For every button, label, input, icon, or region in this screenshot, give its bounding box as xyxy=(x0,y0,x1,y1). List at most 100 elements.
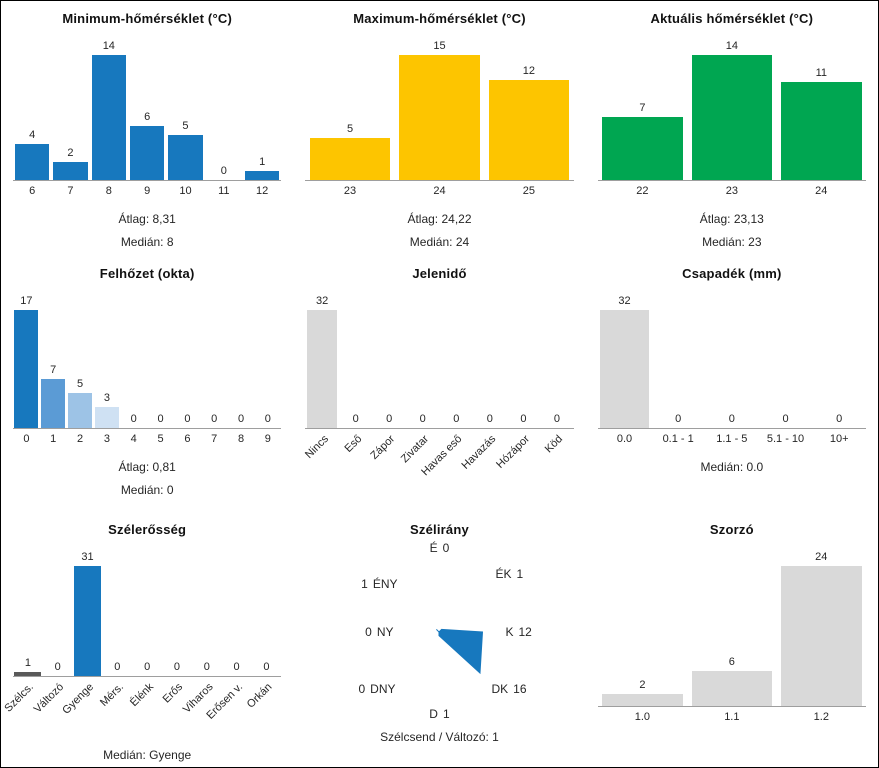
bar xyxy=(602,693,683,706)
x-tick-label: Hózápor xyxy=(494,431,541,491)
bar-slot: 6 xyxy=(128,38,166,180)
bar-value-label: 17 xyxy=(20,295,33,308)
bar-value-label: 0 xyxy=(453,413,460,426)
x-tick-text: Erős xyxy=(160,680,186,706)
x-tick-label: Köd xyxy=(540,431,574,491)
bar xyxy=(399,55,480,180)
x-tick-text: 1.2 xyxy=(813,710,829,723)
x-tick-label: Eső xyxy=(339,431,373,491)
x-tick-text: 7 xyxy=(211,433,218,446)
x-tick-label: 11 xyxy=(205,185,243,203)
bar-value-label: 0 xyxy=(184,413,191,426)
x-tick-label: 25 xyxy=(484,185,573,203)
x-axis-ticks: 6 7 8 9 10 11 12 xyxy=(13,185,281,203)
stat-line: Szélcsend / Változó: 1 xyxy=(380,729,499,744)
bar-value-label: 1 xyxy=(24,656,31,669)
x-tick-text: Szélcs. xyxy=(2,680,37,715)
bar-slot: 32 xyxy=(305,293,339,429)
bar-slot: 0 xyxy=(406,293,440,428)
x-tick-text: 9 xyxy=(264,433,271,446)
bar-value-label: 0 xyxy=(352,413,359,426)
x-tick-label: 5.1 - 10 xyxy=(759,433,813,451)
stat-line: Medián: 24 xyxy=(409,235,470,249)
bar xyxy=(41,379,66,429)
x-tick-text: 8 xyxy=(237,433,245,446)
stat-line: Medián: 0 xyxy=(120,483,174,498)
chart-title: Szélirány xyxy=(410,521,469,537)
chart-multiplier: Szorzó 2 6 24 1.0 1.1 1.2 xyxy=(586,512,878,767)
x-tick-label: 0.0 xyxy=(598,433,652,451)
bar-slot: 0 xyxy=(705,293,759,428)
bar-slot: 0 xyxy=(254,293,281,428)
x-tick-text: 6 xyxy=(29,185,36,197)
direction-name: ÉK xyxy=(495,566,512,581)
x-tick-text: 10+ xyxy=(829,433,849,446)
x-tick-label: 1.1 xyxy=(687,711,776,729)
bar-value-label: 2 xyxy=(639,678,646,691)
x-tick-label: 12 xyxy=(243,185,281,203)
stat-line: Medián: 8 xyxy=(120,235,174,249)
stat-line: Átlag: 24,22 xyxy=(407,212,472,226)
chart-wind-strength: Szélerősség 1 0 31 0 0 0 0 0 0 Szélcs. Változó Gyeng… xyxy=(1,512,293,767)
bar-slot: 1 xyxy=(13,549,43,676)
x-tick-label: 9 xyxy=(254,433,281,451)
bar-value-label: 31 xyxy=(81,550,94,563)
bar-value-label: 0 xyxy=(386,413,393,426)
x-tick-text: 1.1 xyxy=(724,710,740,723)
x-tick-text: 0.0 xyxy=(616,433,633,446)
x-tick-label: 22 xyxy=(598,185,687,203)
bar xyxy=(129,126,165,180)
plot-area: 4 2 14 6 5 0 1 xyxy=(13,38,282,181)
x-tick-label: 8 xyxy=(228,433,255,451)
x-tick-text: 22 xyxy=(636,185,649,197)
direction-label-nw: 1 ÉNY xyxy=(361,577,397,591)
bar-value-label: 0 xyxy=(173,660,181,673)
stat-line: Átlag: 0,81 xyxy=(118,460,176,475)
direction-value: 0 xyxy=(442,540,450,555)
bar-slot: 0 xyxy=(201,293,228,428)
bar-slot: 5 xyxy=(305,38,394,180)
bar-slot: 0 xyxy=(174,293,201,428)
bar xyxy=(68,393,93,429)
direction-value: 1 xyxy=(516,566,524,581)
x-tick-label: 4 xyxy=(120,433,147,451)
direction-label-e: K 12 xyxy=(505,625,531,639)
chart-wind-direction: Szélirány É 0 ÉK 1 K 12 DK 16 D 1 0 DNY 0 NY 1 ÉNY Szélcs… xyxy=(293,512,585,767)
bar-slot: 14 xyxy=(687,38,776,180)
chart-current-temperature: Aktuális hőmérséklet (°C) 7 14 11 22 23 24 Átla… xyxy=(586,1,878,256)
bar-value-label: 0 xyxy=(211,413,218,426)
bar-slot: 1 xyxy=(243,38,281,180)
x-tick-label: 0.1 - 1 xyxy=(651,433,705,451)
bar-value-label: 0 xyxy=(203,660,210,673)
bar-value-label: 4 xyxy=(29,129,36,141)
bar xyxy=(74,565,101,676)
bar-slot: 5 xyxy=(166,38,204,180)
x-tick-label: 6 xyxy=(13,185,51,203)
x-tick-label: 23 xyxy=(305,185,394,203)
x-tick-text: 9 xyxy=(144,185,151,197)
x-axis-ticks: 1.0 1.1 1.2 xyxy=(598,711,866,729)
x-tick-label: 10+ xyxy=(812,433,866,451)
bar-value-label: 0 xyxy=(220,165,227,177)
bar xyxy=(691,670,773,706)
bar-value-label: 0 xyxy=(264,413,271,426)
bar-slot: 0 xyxy=(162,549,192,676)
bar xyxy=(53,162,88,180)
plot-area: 32 0 0 0 0 0 0 0 xyxy=(305,293,574,430)
bar-slot: 0 xyxy=(812,293,866,428)
x-tick-text: 0.1 - 1 xyxy=(662,433,694,446)
bar-slot: 15 xyxy=(395,38,484,180)
direction-value: 16 xyxy=(513,681,527,696)
x-tick-label: Zápor xyxy=(369,431,406,491)
x-tick-label: 0 xyxy=(13,433,40,451)
bar xyxy=(168,135,203,180)
bar xyxy=(691,55,773,180)
direction-value: 1 xyxy=(442,706,450,721)
x-tick-label: Erősen v. xyxy=(204,679,252,739)
bar-slot: 32 xyxy=(598,293,652,429)
bar xyxy=(91,55,127,180)
chart-title: Felhőzet (okta) xyxy=(99,266,195,282)
chart-maximum-temperature: Maximum-hőmérséklet (°C) 5 15 12 23 24 25 Átlag… xyxy=(293,1,585,256)
